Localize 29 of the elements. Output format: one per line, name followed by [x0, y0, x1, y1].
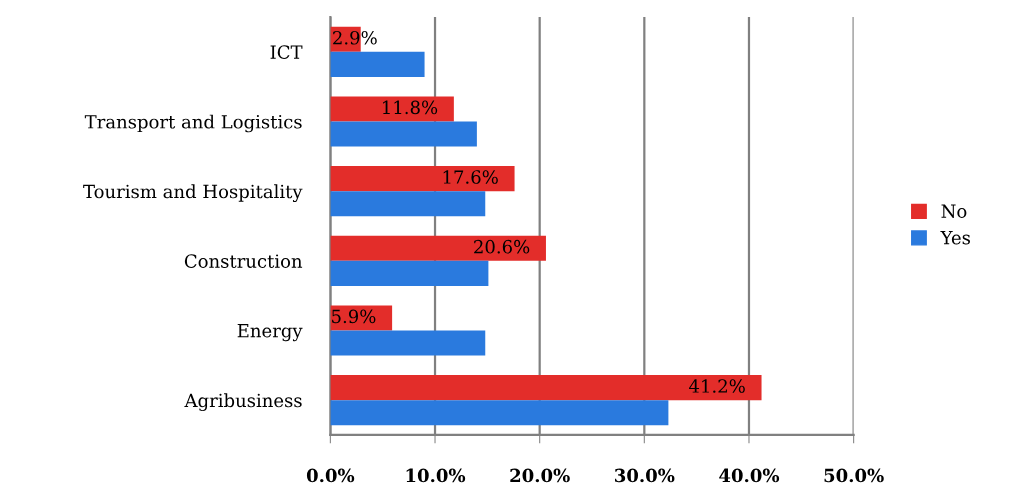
- bar: [330, 400, 669, 426]
- data-label: 41.2%: [689, 379, 745, 393]
- bar: [330, 330, 486, 356]
- bar: [330, 191, 486, 217]
- x-tick-label: 40.0%: [719, 468, 780, 483]
- y-tick-label: Energy: [237, 324, 303, 342]
- bar: [330, 96, 454, 122]
- bar: [330, 51, 425, 77]
- bar: [330, 260, 489, 286]
- data-label: 17.6%: [443, 170, 498, 184]
- x-tick-label: 30.0%: [615, 468, 675, 483]
- y-tick-label: Agribusiness: [184, 393, 302, 412]
- y-tick-label: Tourism and Hospitality: [83, 184, 303, 203]
- x-tick-label: 0.0%: [306, 468, 355, 483]
- bar: [330, 235, 546, 261]
- bar: [330, 375, 762, 401]
- data-label: 5.9%: [332, 309, 376, 324]
- bar: [330, 166, 515, 192]
- y-tick-label: Transport and Logistics: [84, 114, 302, 133]
- y-tick-label: ICT: [270, 45, 303, 59]
- data-label: 11.8%: [383, 100, 438, 115]
- bar: [330, 121, 477, 147]
- x-tick-label: 10.0%: [406, 468, 466, 483]
- x-tick-label: 50.0%: [824, 468, 884, 483]
- data-label: 20.6%: [474, 239, 530, 254]
- legend-label: No: [941, 204, 967, 218]
- y-tick-label: Construction: [184, 254, 303, 268]
- x-tick-label: 20.0%: [510, 468, 570, 483]
- legend-label: Yes: [940, 231, 970, 245]
